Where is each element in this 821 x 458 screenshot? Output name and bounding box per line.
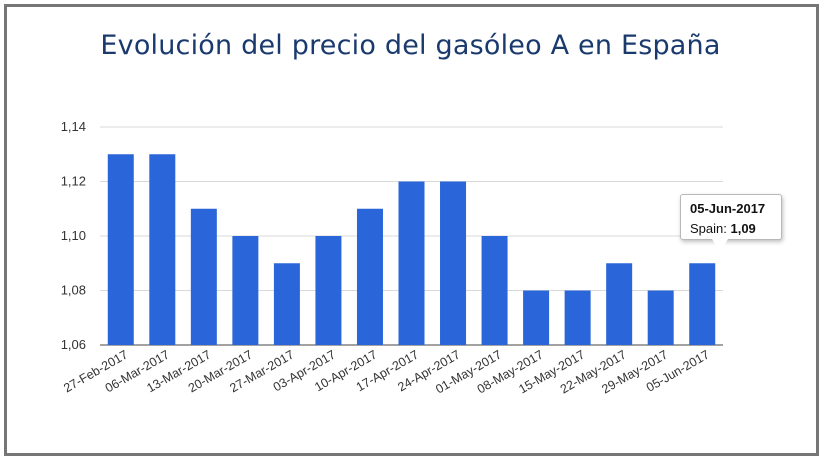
bar[interactable] [149, 154, 176, 345]
bar[interactable] [647, 290, 674, 346]
bar[interactable] [315, 236, 342, 345]
bar[interactable] [564, 290, 591, 346]
tooltip-value: 1,09 [730, 221, 756, 236]
bar[interactable] [606, 263, 633, 345]
chart-tooltip: 05-Jun-2017 Spain: 1,09 [680, 194, 782, 240]
y-axis-ticks: 1,06 1,08 1,10 1,12 1,14 [61, 119, 86, 352]
y-tick-label: 1,10 [61, 228, 86, 243]
tooltip-pointer [712, 239, 728, 253]
tooltip-series-label: Spain: [690, 221, 731, 236]
x-axis-ticks: 27-Feb-201706-Mar-201713-Mar-201720-Mar-… [61, 347, 711, 396]
bar[interactable] [398, 181, 425, 346]
bar[interactable] [273, 263, 300, 345]
bar[interactable] [107, 154, 134, 345]
tooltip-date: 05-Jun-2017 [690, 201, 766, 216]
bars [107, 154, 716, 346]
y-tick-label: 1,14 [61, 119, 86, 134]
bar[interactable] [689, 263, 716, 345]
y-tick-label: 1,08 [61, 283, 86, 298]
bar[interactable] [232, 236, 259, 345]
bar[interactable] [356, 208, 383, 345]
bar[interactable] [481, 236, 508, 345]
bar[interactable] [523, 290, 550, 346]
bar[interactable] [440, 181, 467, 346]
chart-title: Evolución del precio del gasóleo A en Es… [100, 30, 721, 61]
y-tick-label: 1,12 [61, 174, 86, 189]
bar[interactable] [190, 208, 217, 345]
y-tick-label: 1,06 [61, 337, 86, 352]
